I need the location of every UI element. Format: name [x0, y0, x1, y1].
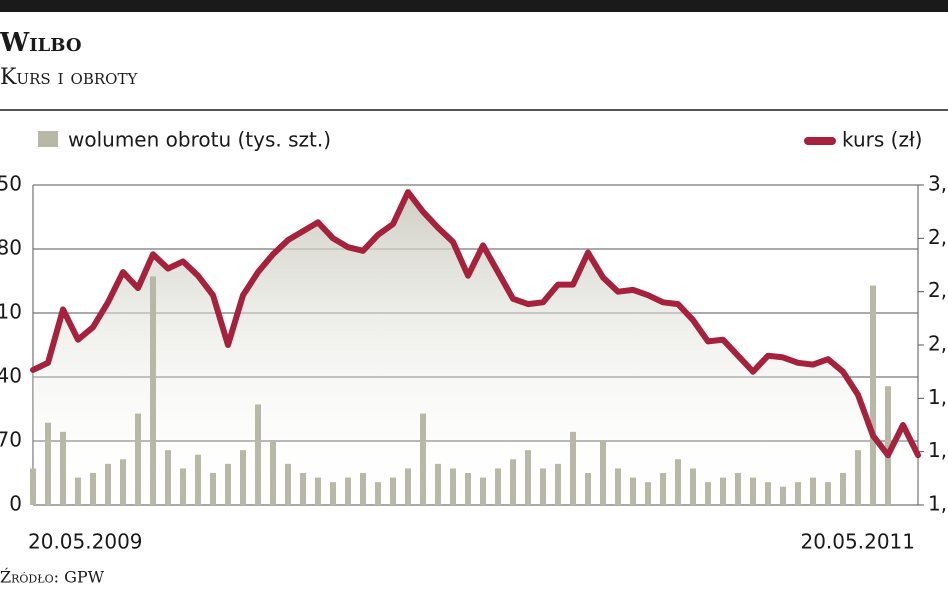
volume-bar [600, 441, 606, 505]
volume-bar [450, 468, 456, 505]
volume-bar [660, 473, 666, 505]
volume-bar [720, 477, 726, 505]
volume-bar [555, 463, 561, 505]
volume-bar [30, 468, 36, 505]
volume-bar [885, 386, 891, 505]
volume-bar [870, 285, 876, 505]
volume-bar [270, 441, 276, 505]
volume-bar [540, 468, 546, 505]
volume-bar [330, 482, 336, 505]
y2-tick-label: 1,8 [928, 385, 948, 409]
legend-label: kurs (zł) [842, 128, 922, 152]
price-line [30, 189, 921, 459]
y-tick-label: 70 [0, 428, 22, 452]
top-bar [0, 0, 948, 12]
volume-bar [420, 413, 426, 505]
volume-bar [705, 482, 711, 505]
y-tick-label: 280 [0, 236, 22, 260]
volume-bar [360, 473, 366, 505]
volume-bar [750, 477, 756, 505]
volume-bar [405, 468, 411, 505]
volume-bar [840, 473, 846, 505]
legend-label: wolumen obrotu (tys. szt.) [68, 128, 331, 152]
volume-bar [615, 468, 621, 505]
y2-tick-label: 2,1 [928, 332, 948, 356]
volume-bar [105, 463, 111, 505]
y2-tick-label: 1,5 [928, 438, 948, 462]
volume-bar [60, 431, 66, 505]
y-tick-label: 210 [0, 300, 22, 324]
volume-bar [435, 463, 441, 505]
volume-bar [675, 459, 681, 505]
volume-bar [855, 450, 861, 505]
volume-bar [795, 482, 801, 505]
volume-bar [480, 477, 486, 505]
volume-bar [315, 477, 321, 505]
volume-bar [180, 468, 186, 505]
volume-bar [225, 463, 231, 505]
volume-bar [375, 482, 381, 505]
price-area [33, 192, 918, 505]
volume-bar [45, 422, 51, 505]
volume-bar [255, 404, 261, 505]
volume-bar [345, 477, 351, 505]
legend-swatch [38, 131, 58, 147]
volume-bar [240, 450, 246, 505]
x-tick-label: 20.05.2011 [800, 530, 915, 554]
volume-bar [75, 477, 81, 505]
volume-bar [390, 477, 396, 505]
chart-subtitle: Kurs i obroty [0, 65, 138, 90]
volume-bar [525, 450, 531, 505]
y2-tick-label: 2,4 [928, 278, 948, 302]
x-tick-label: 20.05.2009 [28, 530, 143, 554]
volume-bar [765, 482, 771, 505]
volume-bar [825, 482, 831, 505]
volume-bar [120, 459, 126, 505]
volume-bar [210, 473, 216, 505]
chart-title: Wilbo [0, 28, 82, 58]
y2-tick-label: 2,7 [928, 225, 948, 249]
y-tick-label: 0 [9, 492, 22, 516]
y2-tick-label: 1,2 [928, 492, 948, 516]
volume-bar [585, 473, 591, 505]
volume-bar [645, 482, 651, 505]
volume-bar [810, 477, 816, 505]
y-tick-label: 140 [0, 364, 22, 388]
volume-bar [135, 413, 141, 505]
volume-bar [570, 431, 576, 505]
volume-bar [735, 473, 741, 505]
y-tick-label: 350 [0, 172, 22, 196]
source: Źródło: GPW [0, 567, 105, 587]
volume-bar [300, 473, 306, 505]
volume-bar [630, 477, 636, 505]
volume-bar [780, 486, 786, 505]
volume-bar [90, 473, 96, 505]
volume-bar [150, 276, 156, 505]
y2-tick-label: 3,0 [928, 172, 948, 196]
volume-bar [195, 454, 201, 505]
volume-bar [285, 463, 291, 505]
volume-bar [690, 468, 696, 505]
volume-bar [510, 459, 516, 505]
volume-bar [165, 450, 171, 505]
volume-bar [465, 473, 471, 505]
volume-bar [495, 468, 501, 505]
